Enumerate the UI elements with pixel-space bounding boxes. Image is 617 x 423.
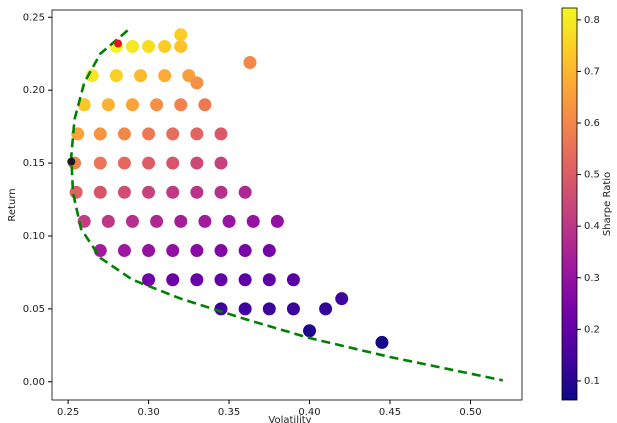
portfolio-point: [286, 273, 300, 287]
portfolio-point: [262, 302, 276, 316]
portfolio-point: [166, 244, 180, 258]
x-axis-label: Volatility: [268, 415, 311, 423]
portfolio-point: [270, 214, 284, 228]
portfolio-point: [93, 185, 107, 199]
portfolio-point: [125, 39, 139, 53]
portfolio-point: [222, 214, 236, 228]
colorbar-tick-label: 0.1: [584, 376, 600, 387]
portfolio-point: [93, 156, 107, 170]
x-tick-label: 0.35: [218, 407, 240, 418]
portfolio-point: [117, 244, 131, 258]
portfolio-point: [166, 185, 180, 199]
portfolio-point: [142, 273, 156, 287]
y-tick-label: 0.25: [23, 12, 45, 23]
portfolio-point: [166, 156, 180, 170]
highlight-point: [113, 39, 122, 48]
portfolio-point: [190, 156, 204, 170]
y-tick-label: 0.20: [23, 85, 45, 96]
efficient-frontier: [70, 29, 503, 382]
portfolio-point: [134, 69, 148, 83]
portfolio-point: [190, 76, 204, 90]
portfolio-point: [214, 127, 228, 141]
portfolio-point: [150, 214, 164, 228]
portfolio-point: [214, 244, 228, 258]
portfolio-point: [375, 335, 389, 349]
portfolio-point: [142, 156, 156, 170]
colorbar-tick-label: 0.5: [584, 170, 600, 181]
portfolio-point: [190, 244, 204, 258]
portfolio-point: [246, 214, 260, 228]
portfolio-point: [190, 273, 204, 287]
portfolio-point: [238, 244, 252, 258]
x-tick-label: 0.25: [57, 407, 79, 418]
portfolio-point: [142, 185, 156, 199]
colorbar-tick-label: 0.3: [584, 273, 600, 284]
portfolio-point: [142, 244, 156, 258]
portfolio-point: [238, 302, 252, 316]
colorbar-tick-label: 0.6: [584, 118, 600, 129]
portfolio-point: [174, 28, 188, 42]
portfolio-point: [77, 98, 91, 112]
portfolio-point: [198, 98, 212, 112]
portfolio-point: [319, 302, 333, 316]
portfolio-point: [214, 156, 228, 170]
y-tick-label: 0.10: [23, 231, 45, 242]
portfolio-point: [101, 214, 115, 228]
portfolio-point: [150, 98, 164, 112]
portfolio-point: [335, 292, 349, 306]
portfolio-point: [93, 244, 107, 258]
portfolio-point: [117, 156, 131, 170]
y-tick-label: 0.05: [23, 304, 45, 315]
x-tick-label: 0.50: [459, 407, 481, 418]
portfolio-point: [93, 127, 107, 141]
highlight-point: [67, 157, 76, 166]
portfolio-point: [238, 185, 252, 199]
portfolio-point: [286, 302, 300, 316]
y-axis-label: Return: [7, 188, 18, 221]
portfolio-point: [262, 244, 276, 258]
colorbar-tick-label: 0.2: [584, 324, 600, 335]
portfolio-point: [125, 98, 139, 112]
portfolio-point: [214, 185, 228, 199]
portfolio-point: [117, 185, 131, 199]
portfolio-point: [101, 98, 115, 112]
x-tick-label: 0.45: [379, 407, 401, 418]
portfolio-point: [190, 127, 204, 141]
plot-frame: [51, 9, 523, 401]
portfolio-point: [174, 214, 188, 228]
portfolio-point: [214, 273, 228, 287]
portfolio-point: [214, 302, 228, 316]
portfolio-point: [238, 273, 252, 287]
x-tick-label: 0.40: [298, 407, 320, 418]
portfolio-point: [303, 324, 317, 338]
portfolio-point: [174, 39, 188, 53]
colorbar: [561, 7, 578, 401]
colorbar-label: Sharpe Ratio: [602, 172, 613, 236]
portfolio-point: [125, 214, 139, 228]
colorbar-tick-label: 0.4: [584, 221, 600, 232]
portfolio-point: [142, 39, 156, 53]
portfolio-point: [190, 185, 204, 199]
portfolio-point: [198, 214, 212, 228]
portfolio-point: [142, 127, 156, 141]
portfolio-point: [166, 273, 180, 287]
portfolio-point: [174, 98, 188, 112]
x-tick-label: 0.30: [137, 407, 159, 418]
portfolio-point: [166, 127, 180, 141]
portfolio-point: [117, 127, 131, 141]
colorbar-tick-label: 0.8: [584, 15, 600, 26]
portfolio-point: [158, 39, 172, 53]
portfolio-point: [262, 273, 276, 287]
portfolio-point: [109, 69, 123, 83]
colorbar-tick-label: 0.7: [584, 66, 600, 77]
y-tick-label: 0.15: [23, 158, 45, 169]
y-tick-label: 0.00: [23, 377, 45, 388]
portfolio-point: [158, 69, 172, 83]
portfolio-point: [243, 55, 257, 69]
